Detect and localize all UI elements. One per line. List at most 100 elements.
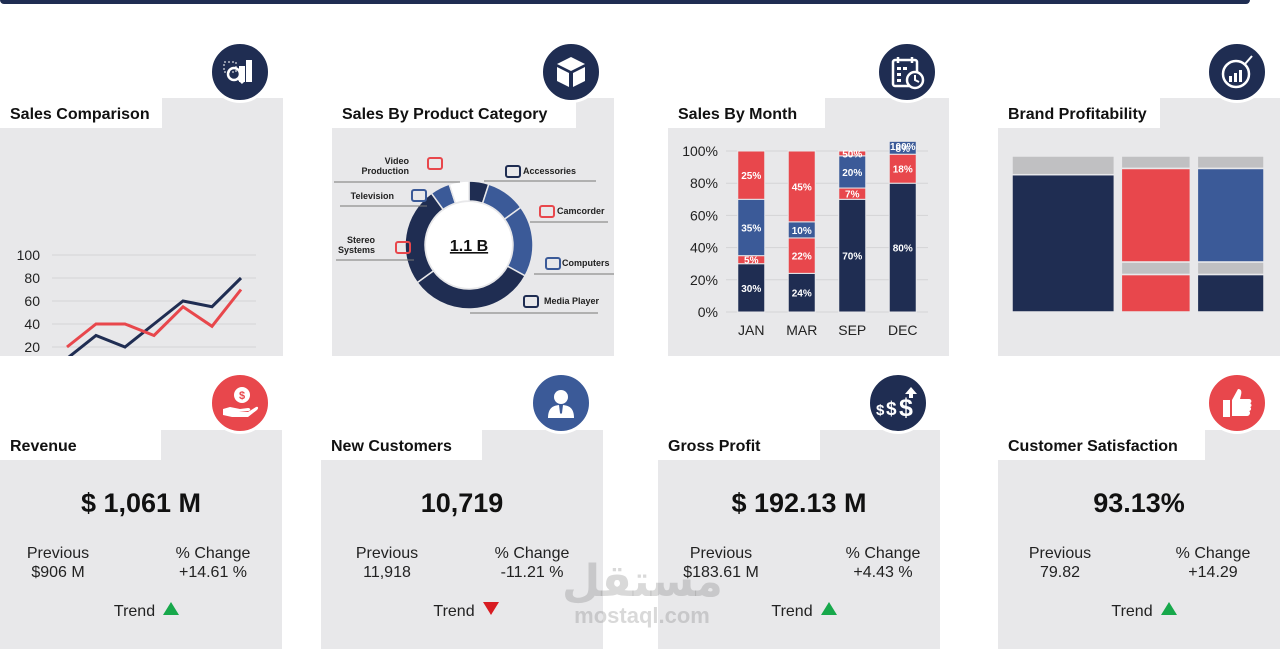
new-customers-previous: Previous 11,918 xyxy=(347,544,427,582)
trend-label: Trend xyxy=(113,603,156,620)
previous-label: Previous xyxy=(355,545,419,562)
bar-segment xyxy=(787,150,816,223)
category-icon xyxy=(427,157,443,170)
category-label: Media Player xyxy=(544,296,600,306)
bar-data-label: 18% xyxy=(893,165,913,176)
new-customers-trend: Trend xyxy=(321,602,611,621)
y-tick-label: 40% xyxy=(690,240,718,256)
bar-data-label: 5% xyxy=(744,256,759,267)
y-tick-label: 80% xyxy=(690,175,718,191)
change-label: % Change xyxy=(175,545,251,562)
y-tick-label: 20 xyxy=(24,339,40,355)
svg-text:$: $ xyxy=(886,399,897,420)
y-tick-label: 100% xyxy=(682,143,718,159)
chart-magnifier-icon xyxy=(209,41,271,103)
bar-segment xyxy=(737,198,766,257)
customer-satisfaction-title: Customer Satisfaction xyxy=(998,430,1205,460)
category-icon xyxy=(523,295,539,308)
revenue-trend: Trend xyxy=(0,602,293,621)
watermark-arabic: مستقل xyxy=(562,556,723,607)
revenue-card: Revenue $ 1,061 M Previous $906 M % Chan… xyxy=(0,430,282,649)
category-icon xyxy=(411,189,427,202)
change-value: +4.43 % xyxy=(853,564,913,581)
category-label: Accessories xyxy=(523,166,576,176)
change-value: +14.61 % xyxy=(178,564,248,581)
mosaic-segment xyxy=(1196,261,1265,276)
bar-segment xyxy=(737,150,766,200)
donut-hole xyxy=(426,202,512,288)
bar-data-label: 25% xyxy=(741,171,761,182)
gross-profit-title: Gross Profit xyxy=(658,430,820,460)
y-tick-label: 40 xyxy=(24,316,40,332)
change-value: -11.21 % xyxy=(500,564,564,581)
category-icon xyxy=(395,241,411,254)
x-tick-label: DEC xyxy=(888,322,918,338)
change-label: % Change xyxy=(494,545,570,562)
y-tick-label: 60 xyxy=(24,293,40,309)
change-label: % Change xyxy=(845,545,921,562)
bar-data-label: 22% xyxy=(792,252,812,263)
previous-value: 79.82 xyxy=(1039,564,1081,581)
new-customers-change: % Change -11.21 % xyxy=(487,544,577,582)
sales-by-category-title: Sales By Product Category xyxy=(332,98,576,128)
previous-value: $906 M xyxy=(31,564,85,581)
svg-text:$: $ xyxy=(876,402,885,419)
watermark-latin: mostaql.com xyxy=(574,603,710,628)
customer-satisfaction-previous: Previous 79.82 xyxy=(1020,544,1100,582)
gross-profit-value: $ 192.13 M xyxy=(731,488,867,518)
bar-data-label: 35% xyxy=(741,223,761,234)
bar-data-label: 24% xyxy=(792,289,812,300)
mosaic-segment xyxy=(1196,273,1265,313)
bar-data-label: 8% xyxy=(896,144,911,155)
brand-profitability-chart xyxy=(1011,155,1265,313)
gross-profit-card: Gross Profit $ 192.13 M Previous $183.61… xyxy=(658,430,940,649)
revenue-previous: Previous $906 M xyxy=(18,544,98,582)
previous-label: Previous xyxy=(689,545,753,562)
mosaic-segment xyxy=(1120,167,1192,263)
category-icon xyxy=(505,165,521,178)
y-tick-label: 60% xyxy=(690,207,718,223)
revenue-change: % Change +14.61 % xyxy=(168,544,258,582)
watermark: مستقل mostaql.com xyxy=(562,556,723,628)
y-tick-label: 100 xyxy=(17,247,41,263)
x-tick-label: SEP xyxy=(838,322,866,338)
category-label: Video Production xyxy=(362,156,410,176)
bar-data-label: 70% xyxy=(842,252,862,263)
hand-dollar-icon: $ xyxy=(209,372,271,434)
bar-segment xyxy=(888,182,917,313)
mosaic-segment xyxy=(1120,261,1192,276)
gross-profit-change: % Change +4.43 % xyxy=(838,544,928,582)
bar-data-label: 7% xyxy=(845,190,860,201)
category-icon xyxy=(539,205,555,218)
gross-profit-previous: Previous $183.61 M xyxy=(676,544,766,582)
thumbs-up-icon xyxy=(1206,372,1268,434)
previous-label: Previous xyxy=(1028,545,1092,562)
series-line-1 xyxy=(66,288,243,349)
trend-up-icon xyxy=(163,602,180,615)
customer-satisfaction-change: % Change +14.29 xyxy=(1168,544,1258,582)
top-bar xyxy=(0,0,1250,4)
svg-text:$: $ xyxy=(899,394,913,421)
chart-tag-icon xyxy=(1206,41,1268,103)
bar-data-label: 30% xyxy=(741,284,761,295)
bar-data-label: 80% xyxy=(893,244,913,255)
gross-profit-trend: Trend xyxy=(658,602,950,621)
y-tick-label: 20% xyxy=(690,272,718,288)
bar-data-label: 50% xyxy=(842,149,862,160)
sales-comparison-chart: 0204060801000.511.522.533.5Last YearThis… xyxy=(17,247,256,356)
sales-by-category-card: Sales By Product Category 1.1 B Video Prod… xyxy=(332,98,614,356)
bar-segment xyxy=(888,140,917,155)
brand-profitability-card: Brand Profitability xyxy=(998,98,1280,356)
customer-satisfaction-value: 93.13% xyxy=(1093,488,1185,518)
mosaic-segment xyxy=(1011,155,1116,176)
mosaic-segment xyxy=(1196,167,1265,263)
previous-label: Previous xyxy=(26,545,90,562)
bar-data-label: 45% xyxy=(792,182,812,193)
mosaic-segment xyxy=(1120,155,1192,170)
bar-segment xyxy=(787,237,816,274)
mosaic-segment xyxy=(1011,173,1116,313)
new-customers-card: New Customers 10,719 Previous 11,918 % C… xyxy=(321,430,603,649)
dollars-icon: $ $ $ xyxy=(867,372,929,434)
category-icon xyxy=(545,257,561,270)
trend-label: Trend xyxy=(771,603,813,620)
